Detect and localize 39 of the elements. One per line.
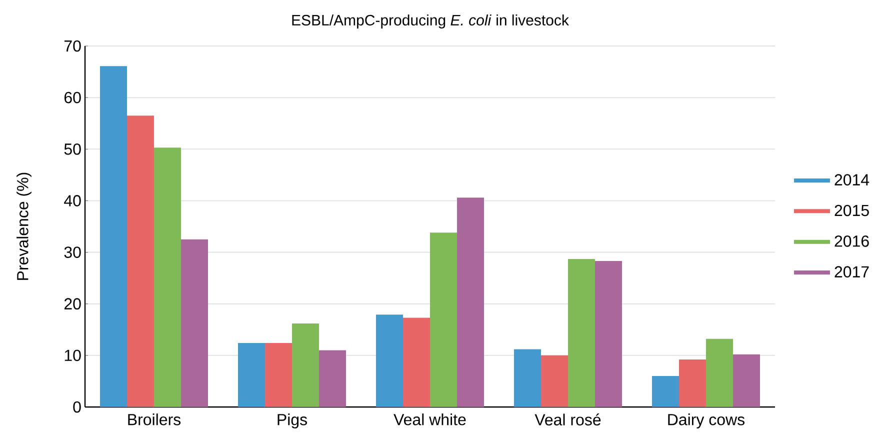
bar [154,148,182,407]
y-tick-label: 70 [64,40,81,52]
bar [679,360,706,407]
bar [706,338,733,407]
x-tick-label: Veal white [394,414,466,426]
y-axis-title: Prevalence (%) [16,172,32,280]
bar [127,116,154,407]
legend-label: 2015 [834,204,869,216]
bar [457,198,484,407]
chart-title: ESBL/AmpC-producing E. coli in livestock [292,14,569,28]
y-tick-label: 20 [64,298,81,310]
y-tick-label: 10 [64,350,81,362]
x-tick-label: Dairy cows [668,414,745,428]
y-tick-label: 60 [64,92,81,104]
bar [100,66,128,407]
x-tick-label: Pigs [278,414,307,428]
bar [238,343,266,407]
y-tick-label: 0 [73,401,81,413]
bar [181,239,208,407]
bar [514,349,541,407]
x-tick-label: Veal rosé [534,414,601,426]
bar [430,232,458,407]
bar [541,355,568,407]
bar [376,314,404,407]
bar [265,343,292,407]
y-tick-label: 30 [64,246,81,258]
legend-label: 2016 [834,236,869,247]
bar [652,376,679,407]
x-tick-label: Broilers [128,414,181,426]
bar [595,261,622,407]
y-tick-label: 50 [64,143,81,155]
bar [732,354,760,407]
bar [568,258,595,407]
legend-label: 2017 [834,266,869,278]
bar [292,323,320,407]
legend-label: 2014 [834,174,870,186]
bar [403,318,430,407]
y-tick-label: 40 [64,195,81,206]
bar [319,350,346,407]
